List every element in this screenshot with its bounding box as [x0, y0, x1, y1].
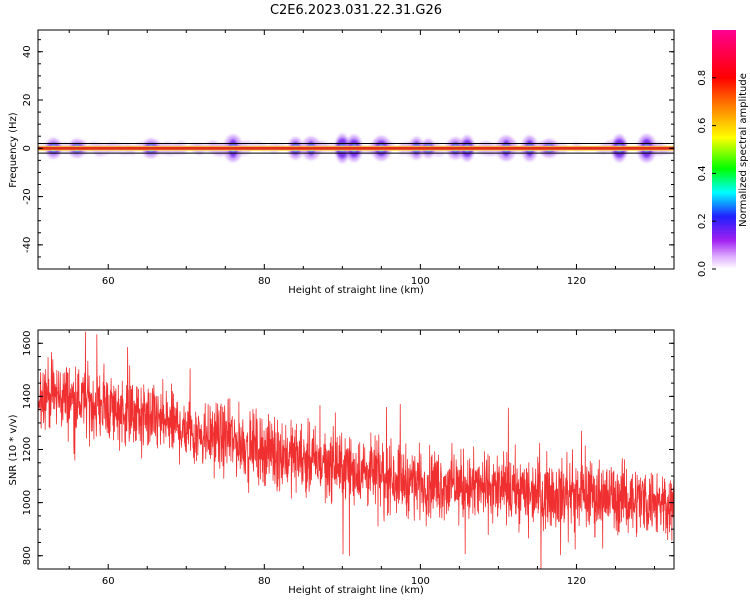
snr-y-tick-label: 800	[22, 546, 33, 565]
spectrogram-x-ticks: 60 80 100 120	[68, 30, 655, 287]
spectral-band	[38, 146, 674, 150]
snr-x-tick-label: 60	[102, 576, 115, 587]
reference-lines	[38, 142, 674, 154]
snr-y-tick-label: 1400	[22, 384, 33, 409]
colorbar-tick-label: 0.6	[697, 118, 708, 134]
spectrogram-y-axis-label: Frequency (Hz)	[8, 112, 19, 188]
snr-y-ticks: 800 1000 1200 1400 1600	[22, 329, 674, 570]
colorbar-gradient	[712, 30, 736, 269]
colorbar-tick-label: 0.2	[697, 213, 708, 229]
snr-x-axis-label: Height of straight line (km)	[288, 585, 424, 596]
snr-panel: 60 80 100 120 800 1000 1200 1400 1600 Height of…	[8, 329, 675, 596]
spectrogram-axes-frame	[37, 29, 675, 270]
spectrogram-y-tick-label: -20	[22, 188, 33, 204]
snr-x-tick-label: 120	[567, 576, 586, 587]
snr-y-tick-label: 1200	[22, 437, 33, 462]
spectrogram-panel: 60 80 100 120 40 20 0 -20 -40 Height of straigh…	[8, 29, 675, 296]
colorbar-label: Normalized spectral amplitude	[738, 73, 749, 227]
snr-y-tick-label: 1600	[22, 331, 33, 356]
colorbar-tick-label: 0.0	[697, 261, 708, 277]
colorbar-tick-label: 0.8	[697, 70, 708, 86]
snr-series-line	[38, 331, 674, 569]
colorbar-ticks: 0.0 0.2 0.4 0.6 0.8	[697, 70, 716, 277]
spectrogram-x-tick-label: 80	[258, 276, 271, 287]
spectrogram-y-tick-label: 0	[22, 145, 33, 151]
spectrogram-x-tick-label: 100	[411, 276, 430, 287]
spectrogram-x-axis-label: Height of straight line (km)	[288, 285, 424, 296]
colorbar-tick-label: 0.4	[697, 165, 708, 181]
spectrogram-y-tick-label: 20	[22, 94, 33, 107]
figure-title: C2E6.2023.031.22.31.G26	[270, 3, 442, 18]
spectrogram-x-tick-label: 120	[567, 276, 586, 287]
colorbar: 0.0 0.2 0.4 0.6 0.8 Normalized spectral ampl…	[697, 30, 749, 277]
spectrogram-x-tick-label: 60	[102, 276, 115, 287]
spectrogram-y-tick-label: 40	[22, 45, 33, 58]
snr-x-tick-label: 100	[411, 576, 430, 587]
snr-y-tick-label: 1000	[22, 490, 33, 515]
spectrogram-y-ticks: 40 20 0 -20 -40	[22, 39, 674, 270]
snr-x-ticks: 60 80 100 120	[68, 330, 655, 587]
spectrogram-y-tick-label: -40	[22, 237, 33, 253]
snr-x-tick-label: 80	[258, 576, 271, 587]
snr-y-axis-label: SNR (10 * v/v)	[8, 414, 19, 485]
